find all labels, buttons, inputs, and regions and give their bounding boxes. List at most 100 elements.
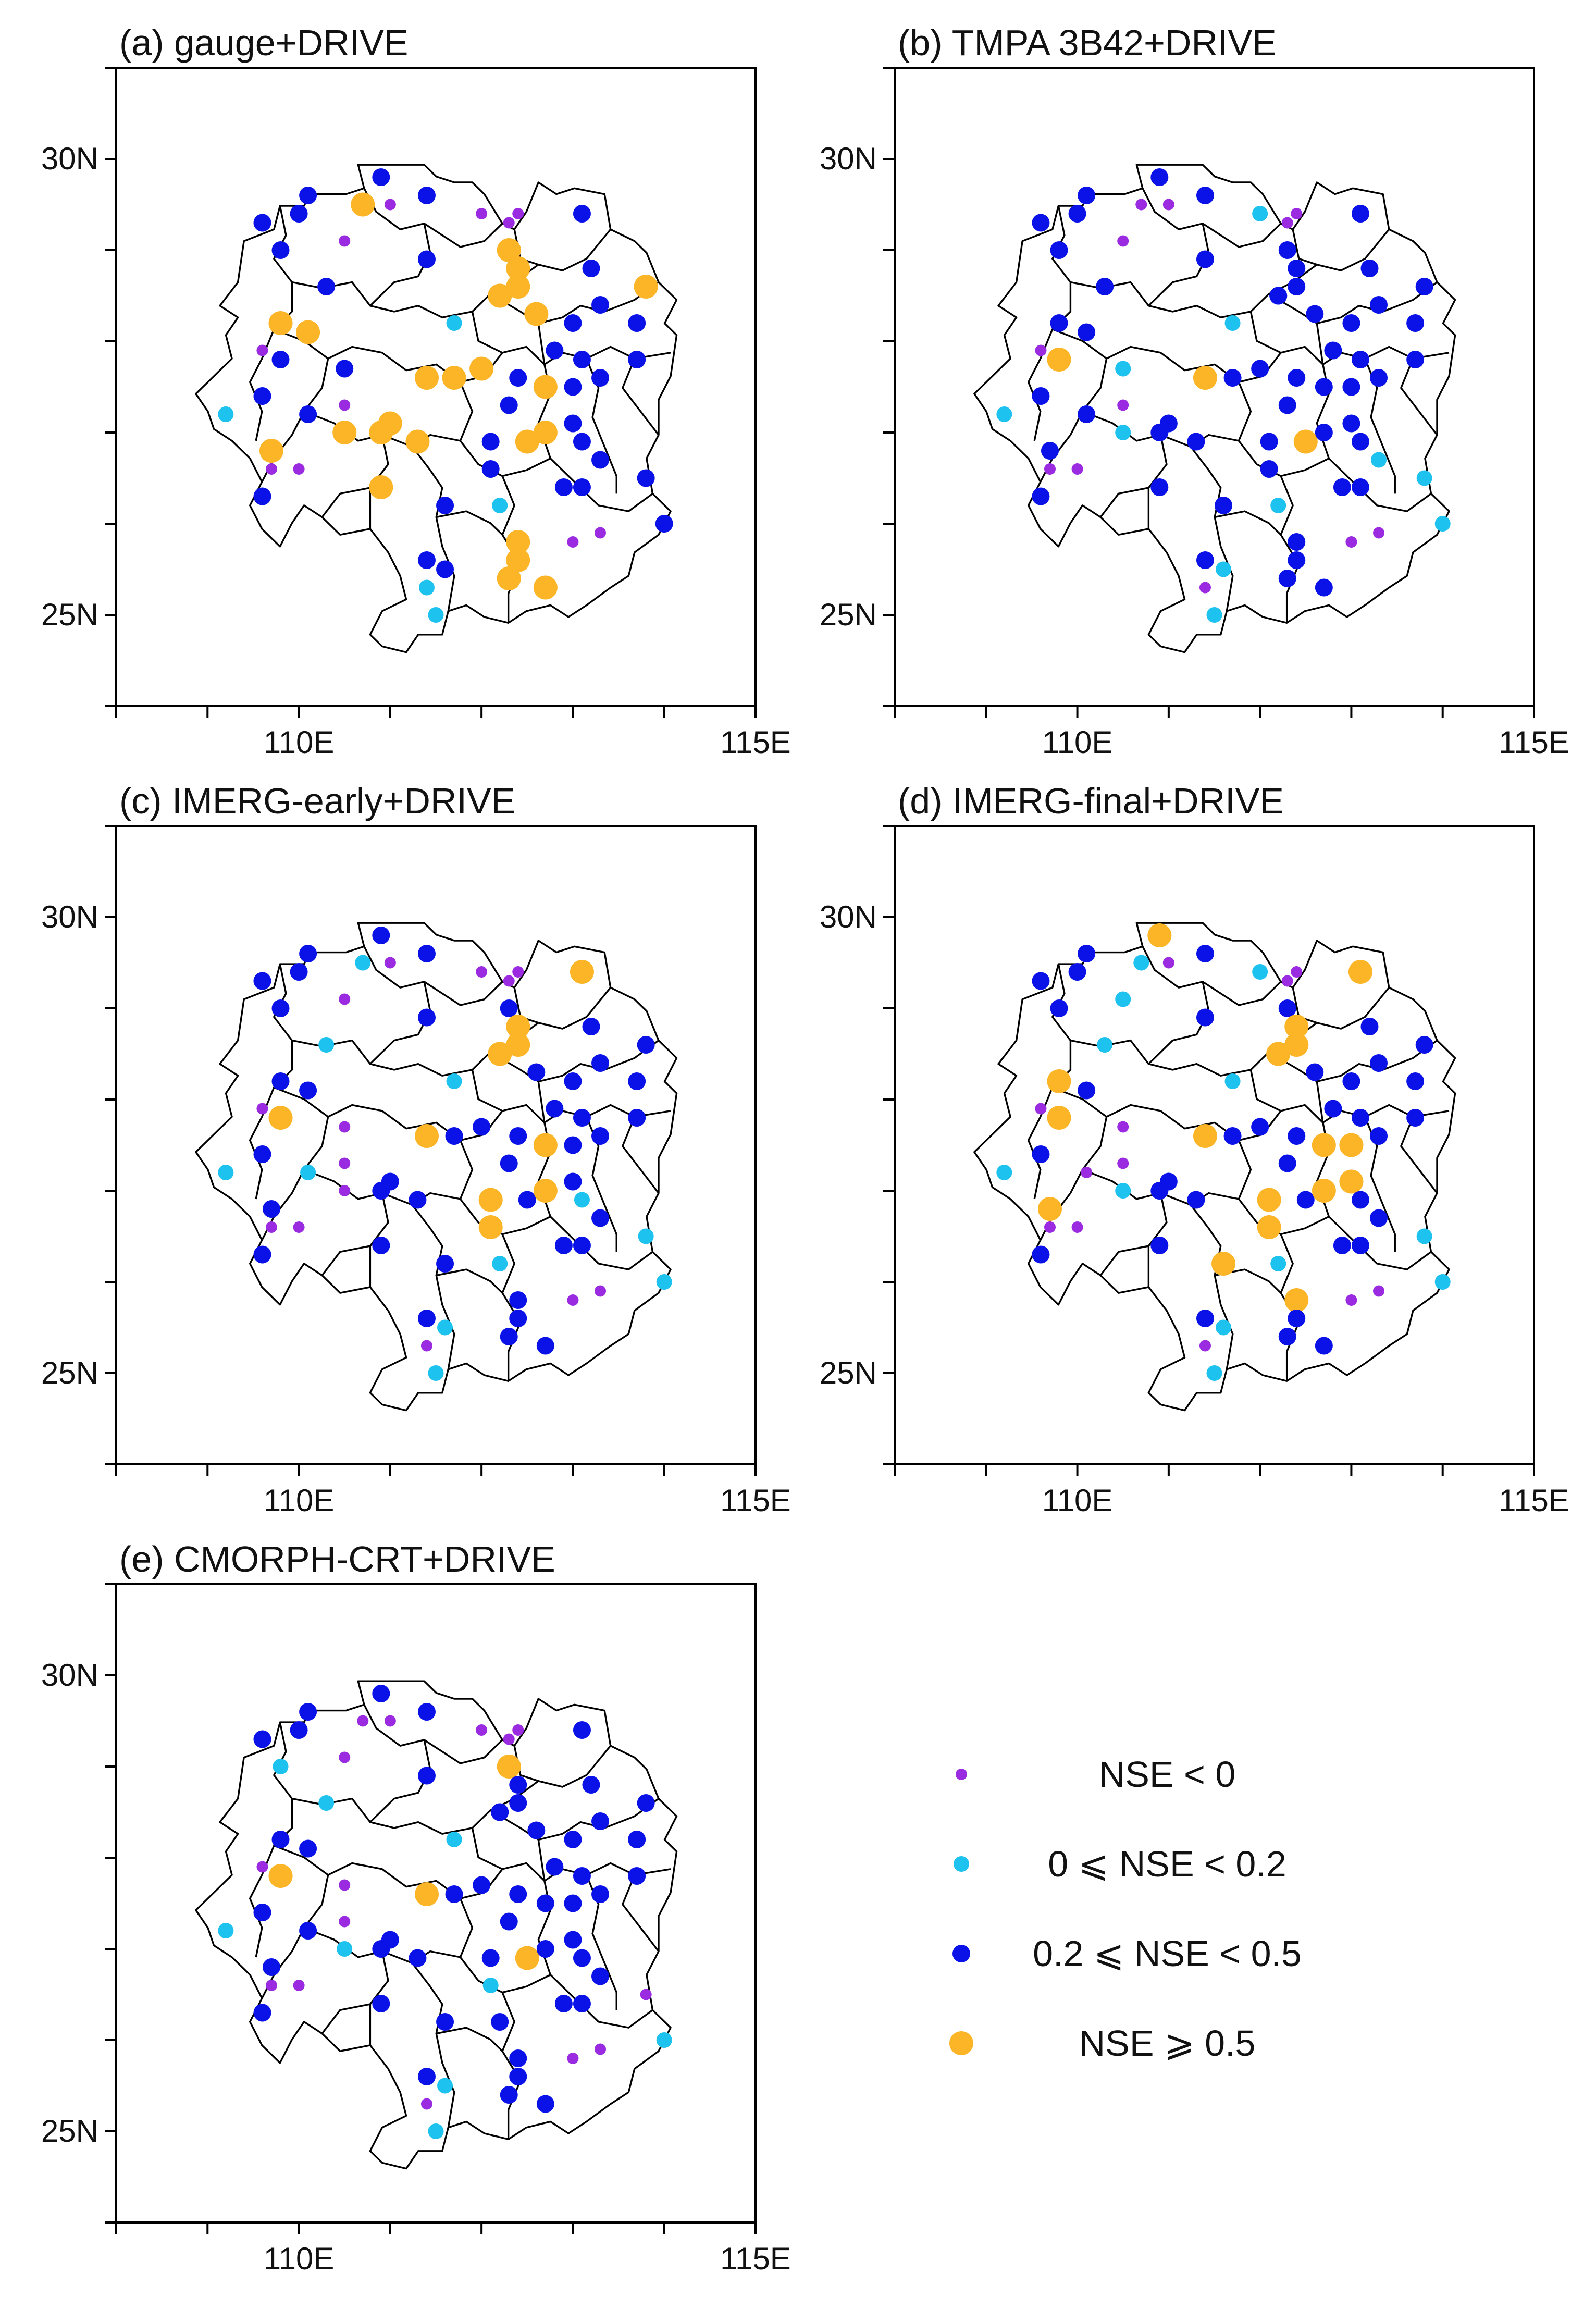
station-marker [265, 1221, 277, 1233]
station-marker [381, 1931, 399, 1949]
station-marker [518, 1191, 536, 1209]
station-marker [1278, 999, 1296, 1017]
station-marker [591, 1054, 610, 1072]
station-marker [218, 1923, 234, 1938]
map-frame [115, 825, 757, 1465]
lat-tick-label: 25N [820, 597, 877, 632]
legend-item: 0.2 ⩽ NSE < 0.5 [952, 1933, 1302, 1974]
station-marker [253, 972, 271, 990]
station-marker [318, 1037, 335, 1053]
station-marker [339, 1879, 351, 1891]
station-marker [1035, 344, 1047, 356]
station-marker [417, 187, 436, 204]
station-marker [546, 341, 564, 360]
station-marker [481, 460, 500, 478]
legend-marker [952, 1945, 970, 1962]
station-marker [1342, 314, 1360, 332]
station-marker [628, 1109, 646, 1127]
station-marker [564, 378, 582, 396]
station-marker [476, 208, 488, 219]
station-marker [256, 1861, 268, 1873]
station-marker [591, 1209, 610, 1227]
station-marker [491, 1803, 509, 1821]
map-frame [894, 67, 1535, 707]
station-marker [1193, 366, 1217, 390]
station-marker [564, 414, 582, 433]
station-marker [506, 1015, 530, 1039]
station-marker [591, 451, 610, 469]
station-marker [256, 344, 268, 356]
station-marker [271, 241, 290, 259]
station-marker [481, 433, 500, 451]
station-marker [332, 421, 357, 444]
station-marker [1288, 278, 1306, 295]
station-marker [437, 1319, 453, 1336]
lat-tick-label: 30N [41, 899, 98, 934]
station-marker [1032, 387, 1050, 405]
station-marker [564, 1831, 582, 1848]
station-marker [417, 1767, 436, 1785]
station-marker [509, 369, 527, 387]
station-marker [512, 966, 524, 978]
station-marker [384, 199, 396, 211]
station-marker [218, 1165, 234, 1180]
station-marker [573, 433, 591, 451]
station-marker [1342, 378, 1360, 396]
legend-label: NSE < 0 [1099, 1754, 1236, 1795]
station-marker [500, 1912, 518, 1931]
station-marker [628, 1867, 646, 1885]
station-marker [564, 1894, 582, 1912]
station-marker [515, 1946, 539, 1970]
station-marker [1270, 498, 1286, 513]
station-marker [296, 320, 320, 344]
station-marker [262, 1958, 280, 1976]
station-marker [446, 1073, 462, 1089]
station-marker [1278, 241, 1296, 259]
station-marker [372, 168, 390, 186]
station-marker [253, 2004, 271, 2022]
station-marker [1223, 369, 1242, 387]
station-marker [271, 1072, 290, 1090]
lat-tick-label: 25N [41, 1355, 98, 1390]
station-marker [1324, 1100, 1342, 1118]
station-marker [1047, 1069, 1071, 1093]
station-marker [1032, 1245, 1050, 1264]
station-marker [1187, 1191, 1205, 1209]
station-marker [1360, 260, 1379, 277]
station-marker [1351, 205, 1369, 223]
station-marker [428, 607, 444, 623]
station-marker [1306, 305, 1324, 323]
station-marker [1415, 278, 1433, 295]
station-marker [299, 1922, 317, 1940]
station-marker [1288, 1127, 1306, 1145]
station-marker [253, 1245, 271, 1264]
station-marker [436, 1255, 454, 1273]
station-marker [476, 1724, 488, 1736]
station-marker [384, 1715, 396, 1727]
station-marker [527, 1821, 546, 1839]
station-marker [1288, 260, 1306, 277]
station-marker [273, 1759, 289, 1774]
station-markers [996, 168, 1451, 623]
station-marker [445, 1885, 463, 1903]
station-marker [1278, 396, 1296, 414]
station-marker [1096, 278, 1114, 295]
station-marker [500, 1154, 518, 1172]
station-marker [1416, 470, 1432, 486]
station-marker [299, 1081, 317, 1100]
station-marker [417, 1310, 436, 1327]
province-boundary-map [196, 1681, 677, 2168]
station-marker [1041, 442, 1059, 460]
panel-title: (a) gauge+DRIVE [119, 22, 408, 63]
station-marker [567, 2053, 579, 2064]
map-panel-d: (d) IMERG-final+DRIVE 110E 115E 30N 25N [820, 781, 1569, 1518]
station-marker [355, 955, 371, 971]
station-marker [503, 975, 515, 987]
station-marker [1266, 1042, 1291, 1066]
station-marker [409, 1191, 427, 1209]
station-marker [506, 530, 530, 554]
province-boundary-map [196, 923, 677, 1410]
station-marker [299, 405, 317, 423]
station-marker [473, 1876, 491, 1894]
panel-title: (e) CMORPH-CRT+DRIVE [119, 1539, 555, 1579]
